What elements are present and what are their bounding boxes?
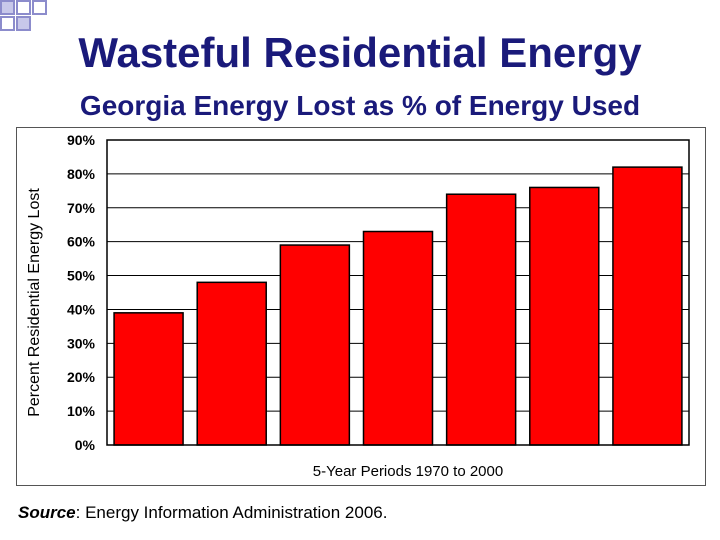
chart-frame: 0% 10% 20% 30% 40% 50% 60% 70% 80% 90% 5-Year Per… — [16, 127, 706, 486]
y-tick-label: 80% — [67, 166, 96, 182]
y-tick-label: 50% — [67, 268, 96, 284]
bar-3 — [279, 244, 351, 446]
y-tick-label: 90% — [67, 132, 96, 148]
y-tick-label: 30% — [67, 335, 96, 351]
y-axis-label: Percent Residential Energy Lost — [26, 188, 43, 417]
plot-area-border — [106, 139, 690, 446]
corner-square — [32, 0, 47, 15]
y-tick-label: 40% — [67, 301, 96, 317]
corner-square — [16, 16, 31, 31]
y-tick-label: 20% — [67, 369, 96, 385]
y-tick-label: 10% — [67, 403, 96, 419]
bar-1 — [113, 312, 184, 446]
y-tick-label: 0% — [75, 437, 96, 453]
corner-square — [0, 0, 15, 15]
corner-square — [0, 16, 15, 31]
slide-title: Wasteful Residential Energy — [78, 29, 642, 76]
bar-7 — [612, 166, 683, 446]
y-tick-label: 60% — [67, 234, 96, 250]
bar-2 — [196, 281, 267, 446]
source-note: Source: Energy Information Administratio… — [18, 503, 387, 523]
x-axis-label: 5-Year Periods 1970 to 2000 — [313, 463, 503, 480]
corner-decoration — [0, 0, 47, 31]
bar-chart: 0% 10% 20% 30% 40% 50% 60% 70% 80% 90% 5-Year Per… — [26, 132, 690, 480]
bar-4 — [362, 230, 434, 446]
y-tick-label: 70% — [67, 200, 96, 216]
bar-6 — [529, 186, 600, 446]
slide-subtitle: Georgia Energy Lost as % of Energy Used — [79, 90, 641, 121]
source-text: : Energy Information Administration 2006… — [75, 503, 388, 522]
source-label: Source — [18, 503, 76, 522]
corner-square — [16, 0, 31, 15]
bar-5 — [445, 193, 517, 446]
